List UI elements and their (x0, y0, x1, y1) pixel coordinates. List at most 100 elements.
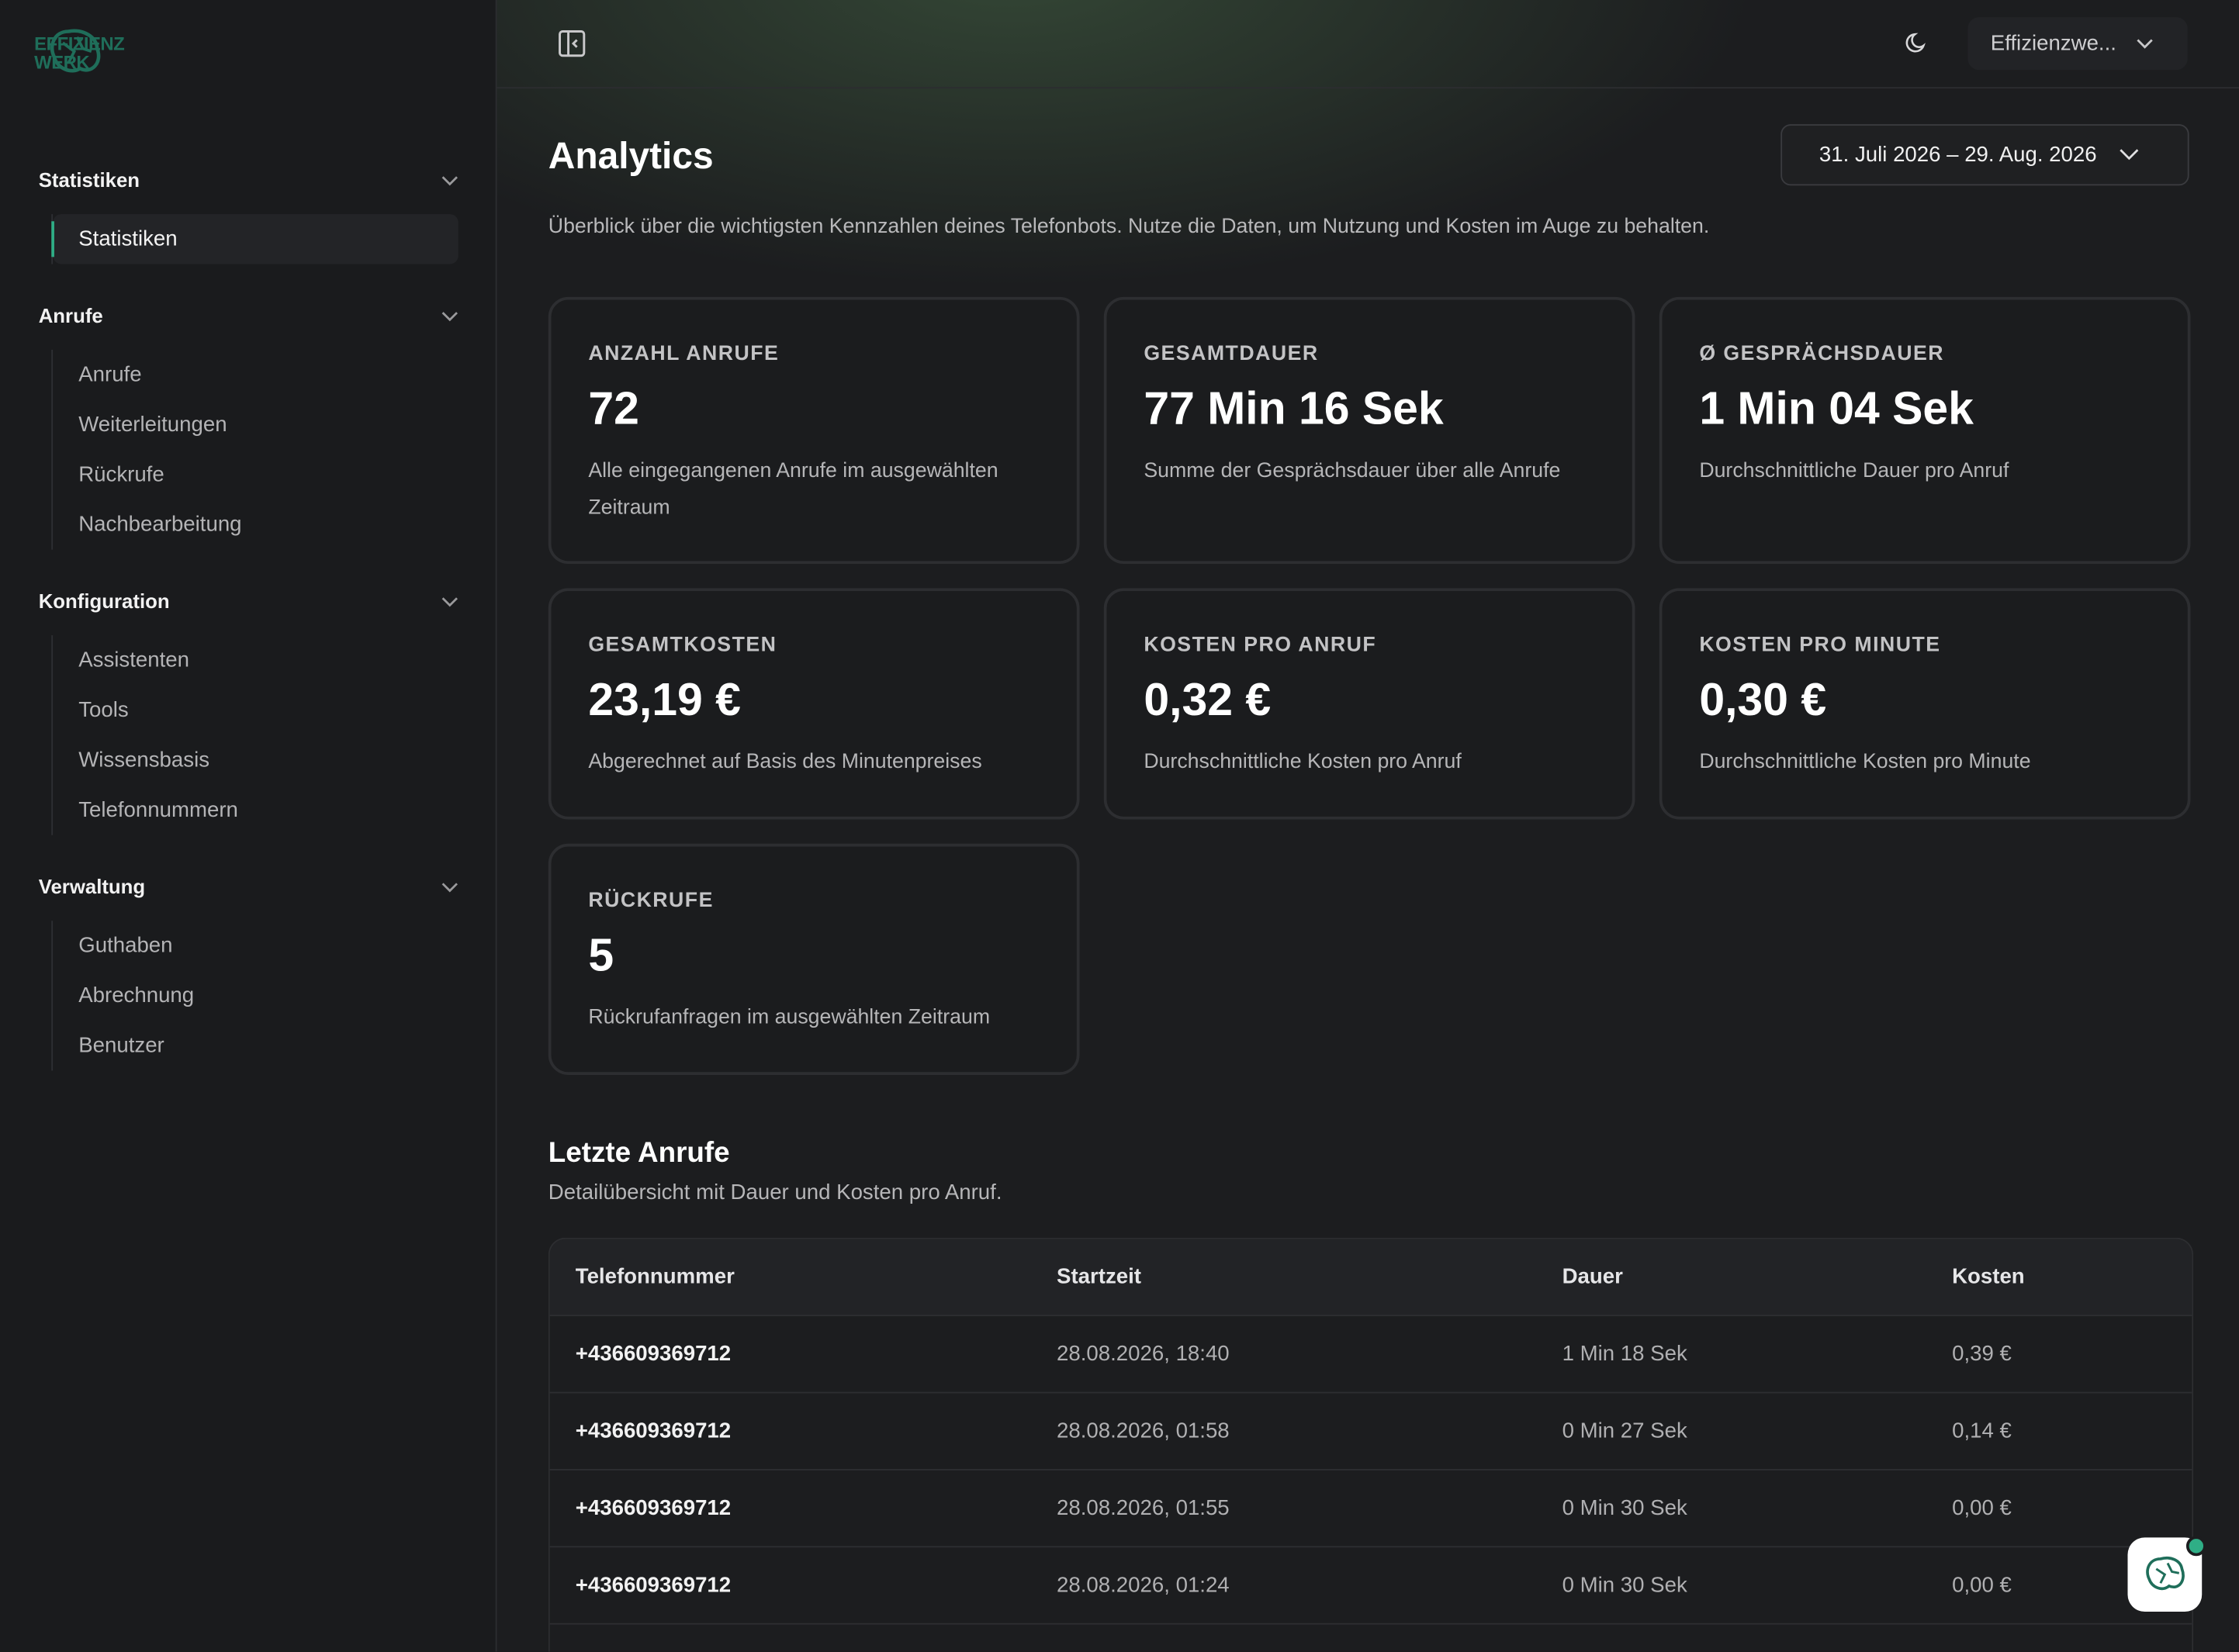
kpi-description: Durchschnittliche Dauer pro Anruf (1699, 459, 2009, 483)
date-range: 31. Juli 2026 – 29. Aug. 2026 (1819, 143, 2097, 168)
kpi-label: GESAMTKOSTEN (588, 634, 777, 657)
column-header: Kosten (1952, 1264, 2025, 1290)
column-header: Startzeit (1057, 1264, 1141, 1290)
nav-section: Verwaltung Guthaben Abrechnung Benutzer (0, 861, 496, 1071)
page-title: Analytics (548, 134, 714, 178)
nav-item[interactable]: Anrufe (78, 362, 142, 387)
kpi-card: GESAMTKOSTEN 23,19 € Abgerechnet auf Basis… (548, 588, 1080, 820)
navigation: Statistiken Statistiken Anrufe Anrufe Weiter… (0, 154, 496, 1097)
nav-item[interactable]: Guthaben (78, 933, 173, 959)
account-name: Effizienzwe... (1990, 31, 2116, 56)
nav-item[interactable]: Wissensbasis (78, 748, 210, 772)
column-header: Dauer (1562, 1264, 1623, 1290)
nav-section-header[interactable]: Anrufe (0, 290, 496, 341)
nav-section-title: Verwaltung (38, 875, 146, 898)
table-cell: 0,39 € (1952, 1342, 2012, 1367)
nav-item[interactable]: Assistenten (78, 648, 189, 672)
nav-item[interactable]: Telefonnummern (78, 797, 238, 823)
table-cell: 28.08.2026, 01:55 (1057, 1495, 1230, 1521)
kpi-label: Ø GESPRÄCHSDAUER (1699, 342, 1945, 366)
kpi-cards: ANZAHL ANRUFE 72 Alle eingegangenen Anrufe… (548, 296, 2191, 1075)
nav-items: Anrufe Weiterleitungen Rückrufe Nachbearbei… (51, 349, 495, 550)
table-row[interactable]: +436609369712 28.08.2026, 01:24 0 Min 30 S… (549, 1547, 2192, 1625)
table-cell: 0,00 € (1952, 1495, 2012, 1521)
nav-section-header[interactable]: Statistiken (0, 154, 496, 206)
table-cell: 1 Min 18 Sek (1562, 1342, 1687, 1367)
table-cell: +436609369712 (575, 1419, 732, 1443)
table-row[interactable]: +436609369712 28.08.2026, 01:58 0 Min 27 S… (549, 1393, 2192, 1471)
table-cell: 28.08.2026, 01:58 (1057, 1419, 1230, 1443)
table-header: Telefonnummer Startzeit Dauer Kosten (549, 1239, 2192, 1317)
logo-text: EFFIZIENZ WERK (34, 33, 125, 73)
kpi-label: RÜCKRUFE (588, 889, 714, 913)
kpi-card: RÜCKRUFE 5 Rückrufanfragen im ausgewählten… (548, 843, 1080, 1075)
date-range-picker[interactable]: 31. Juli 2026 – 29. Aug. 2026 (1780, 124, 2189, 186)
kpi-description: Rückrufanfragen im ausgewählten Zeitraum (588, 1006, 991, 1030)
kpi-label: GESAMTDAUER (1144, 342, 1319, 366)
kpi-description: Abgerechnet auf Basis des Minutenpreises (588, 751, 982, 774)
kpi-card: KOSTEN PRO ANRUF 0,32 € Durchschnittliche … (1103, 588, 1635, 820)
chevron (441, 875, 459, 897)
assistant-icon (2146, 1557, 2185, 1590)
kpi-card: Ø GESPRÄCHSDAUER 1 Min 04 Sek Durchschnitt… (1659, 296, 2191, 565)
logo-line: EFFIZIENZ (34, 33, 125, 54)
kpi-description: Alle eingegangenen Anrufe im ausgewählte… (588, 459, 998, 520)
topbar: Effizienzwe... (497, 0, 2239, 89)
nav-item[interactable]: Benutzer (78, 1033, 164, 1058)
table-subtitle: Detailübersicht mit Dauer und Kosten pro… (548, 1180, 1002, 1205)
nav-section-header[interactable]: Verwaltung (0, 861, 496, 912)
nav-item[interactable]: Nachbearbeitung (78, 512, 242, 537)
table-cell: +436609369712 (575, 1342, 732, 1367)
chevron (441, 304, 459, 327)
kpi-label: KOSTEN PRO ANRUF (1144, 634, 1377, 657)
kpi-description: Durchschnittliche Kosten pro Minute (1699, 751, 2031, 774)
nav-section: Anrufe Anrufe Weiterleitungen Rückrufe Nachb… (0, 290, 496, 550)
logo-line: WERK (34, 51, 90, 73)
table-cell: 0,14 € (1952, 1419, 2012, 1443)
page-description: Überblick über die wichtigsten Kennzahle… (548, 215, 1710, 239)
nav-item[interactable]: Weiterleitungen (78, 412, 227, 437)
nav-item[interactable]: Rückrufe (78, 462, 164, 487)
kpi-value: 72 (588, 382, 639, 434)
nav-section-header[interactable]: Konfiguration (0, 575, 496, 627)
table-row[interactable]: +436609369712 28.08.2026, 01:55 0 Min 30 S… (549, 1471, 2192, 1548)
kpi-label: ANZAHL ANRUFE (588, 342, 780, 366)
table-title: Letzte Anrufe (548, 1137, 730, 1170)
nav-item[interactable]: Tools (78, 698, 129, 723)
table-cell: 28.08.2026, 18:40 (1057, 1342, 1230, 1367)
nav-section: Konfiguration Assistenten Tools Wissensbasi… (0, 575, 496, 835)
kpi-value: 5 (588, 929, 614, 981)
kpi-description: Summe der Gesprächsdauer über alle Anruf… (1144, 459, 1561, 483)
assistant-button[interactable] (2127, 1537, 2203, 1612)
column-header: Telefonnummer (575, 1264, 735, 1290)
nav-section: Statistiken Statistiken (0, 154, 496, 264)
nav-section-title: Konfiguration (38, 589, 170, 613)
kpi-label: KOSTEN PRO MINUTE (1699, 634, 1941, 657)
table-cell: 28.08.2026, 01:24 (1057, 1573, 1230, 1598)
chevron (441, 168, 459, 191)
nav-item[interactable]: Statistiken (51, 214, 459, 264)
nav-item[interactable]: Abrechnung (78, 983, 195, 1008)
table-cell: 0,00 € (1952, 1573, 2012, 1598)
sidebar-toggle[interactable] (559, 30, 586, 57)
theme-toggle[interactable] (1905, 31, 1927, 54)
kpi-card: GESAMTDAUER 77 Min 16 Sek Summe der Gesprä… (1103, 296, 1635, 565)
table-cell: +436609369712 (575, 1573, 732, 1598)
chevron (2137, 38, 2153, 48)
account-menu[interactable]: Effizienzwe... (1967, 17, 2188, 71)
table-cell: 0 Min 27 Sek (1562, 1419, 1687, 1443)
table-row[interactable]: +436609369712 28.08.2026, 18:40 1 Min 18 S… (549, 1316, 2192, 1394)
table-cell: 0 Min 30 Sek (1562, 1495, 1687, 1521)
sidebar: EFFIZIENZ WERK Statistiken Statistiken Anru… (0, 0, 497, 1652)
kpi-description: Durchschnittliche Kosten pro Anruf (1144, 751, 1462, 774)
chevron (2120, 149, 2139, 161)
table-row (550, 1625, 2192, 1652)
kpi-value: 0,32 € (1144, 673, 1272, 726)
kpi-card: KOSTEN PRO MINUTE 0,30 € Durchschnittliche… (1659, 588, 2191, 820)
table-cell: 0 Min 30 Sek (1562, 1573, 1687, 1598)
chevron (441, 589, 459, 612)
nav-items: Guthaben Abrechnung Benutzer (51, 921, 495, 1071)
kpi-value: 77 Min 16 Sek (1144, 382, 1444, 434)
kpi-value: 0,30 € (1699, 673, 1827, 726)
nav-section-title: Statistiken (38, 168, 140, 192)
